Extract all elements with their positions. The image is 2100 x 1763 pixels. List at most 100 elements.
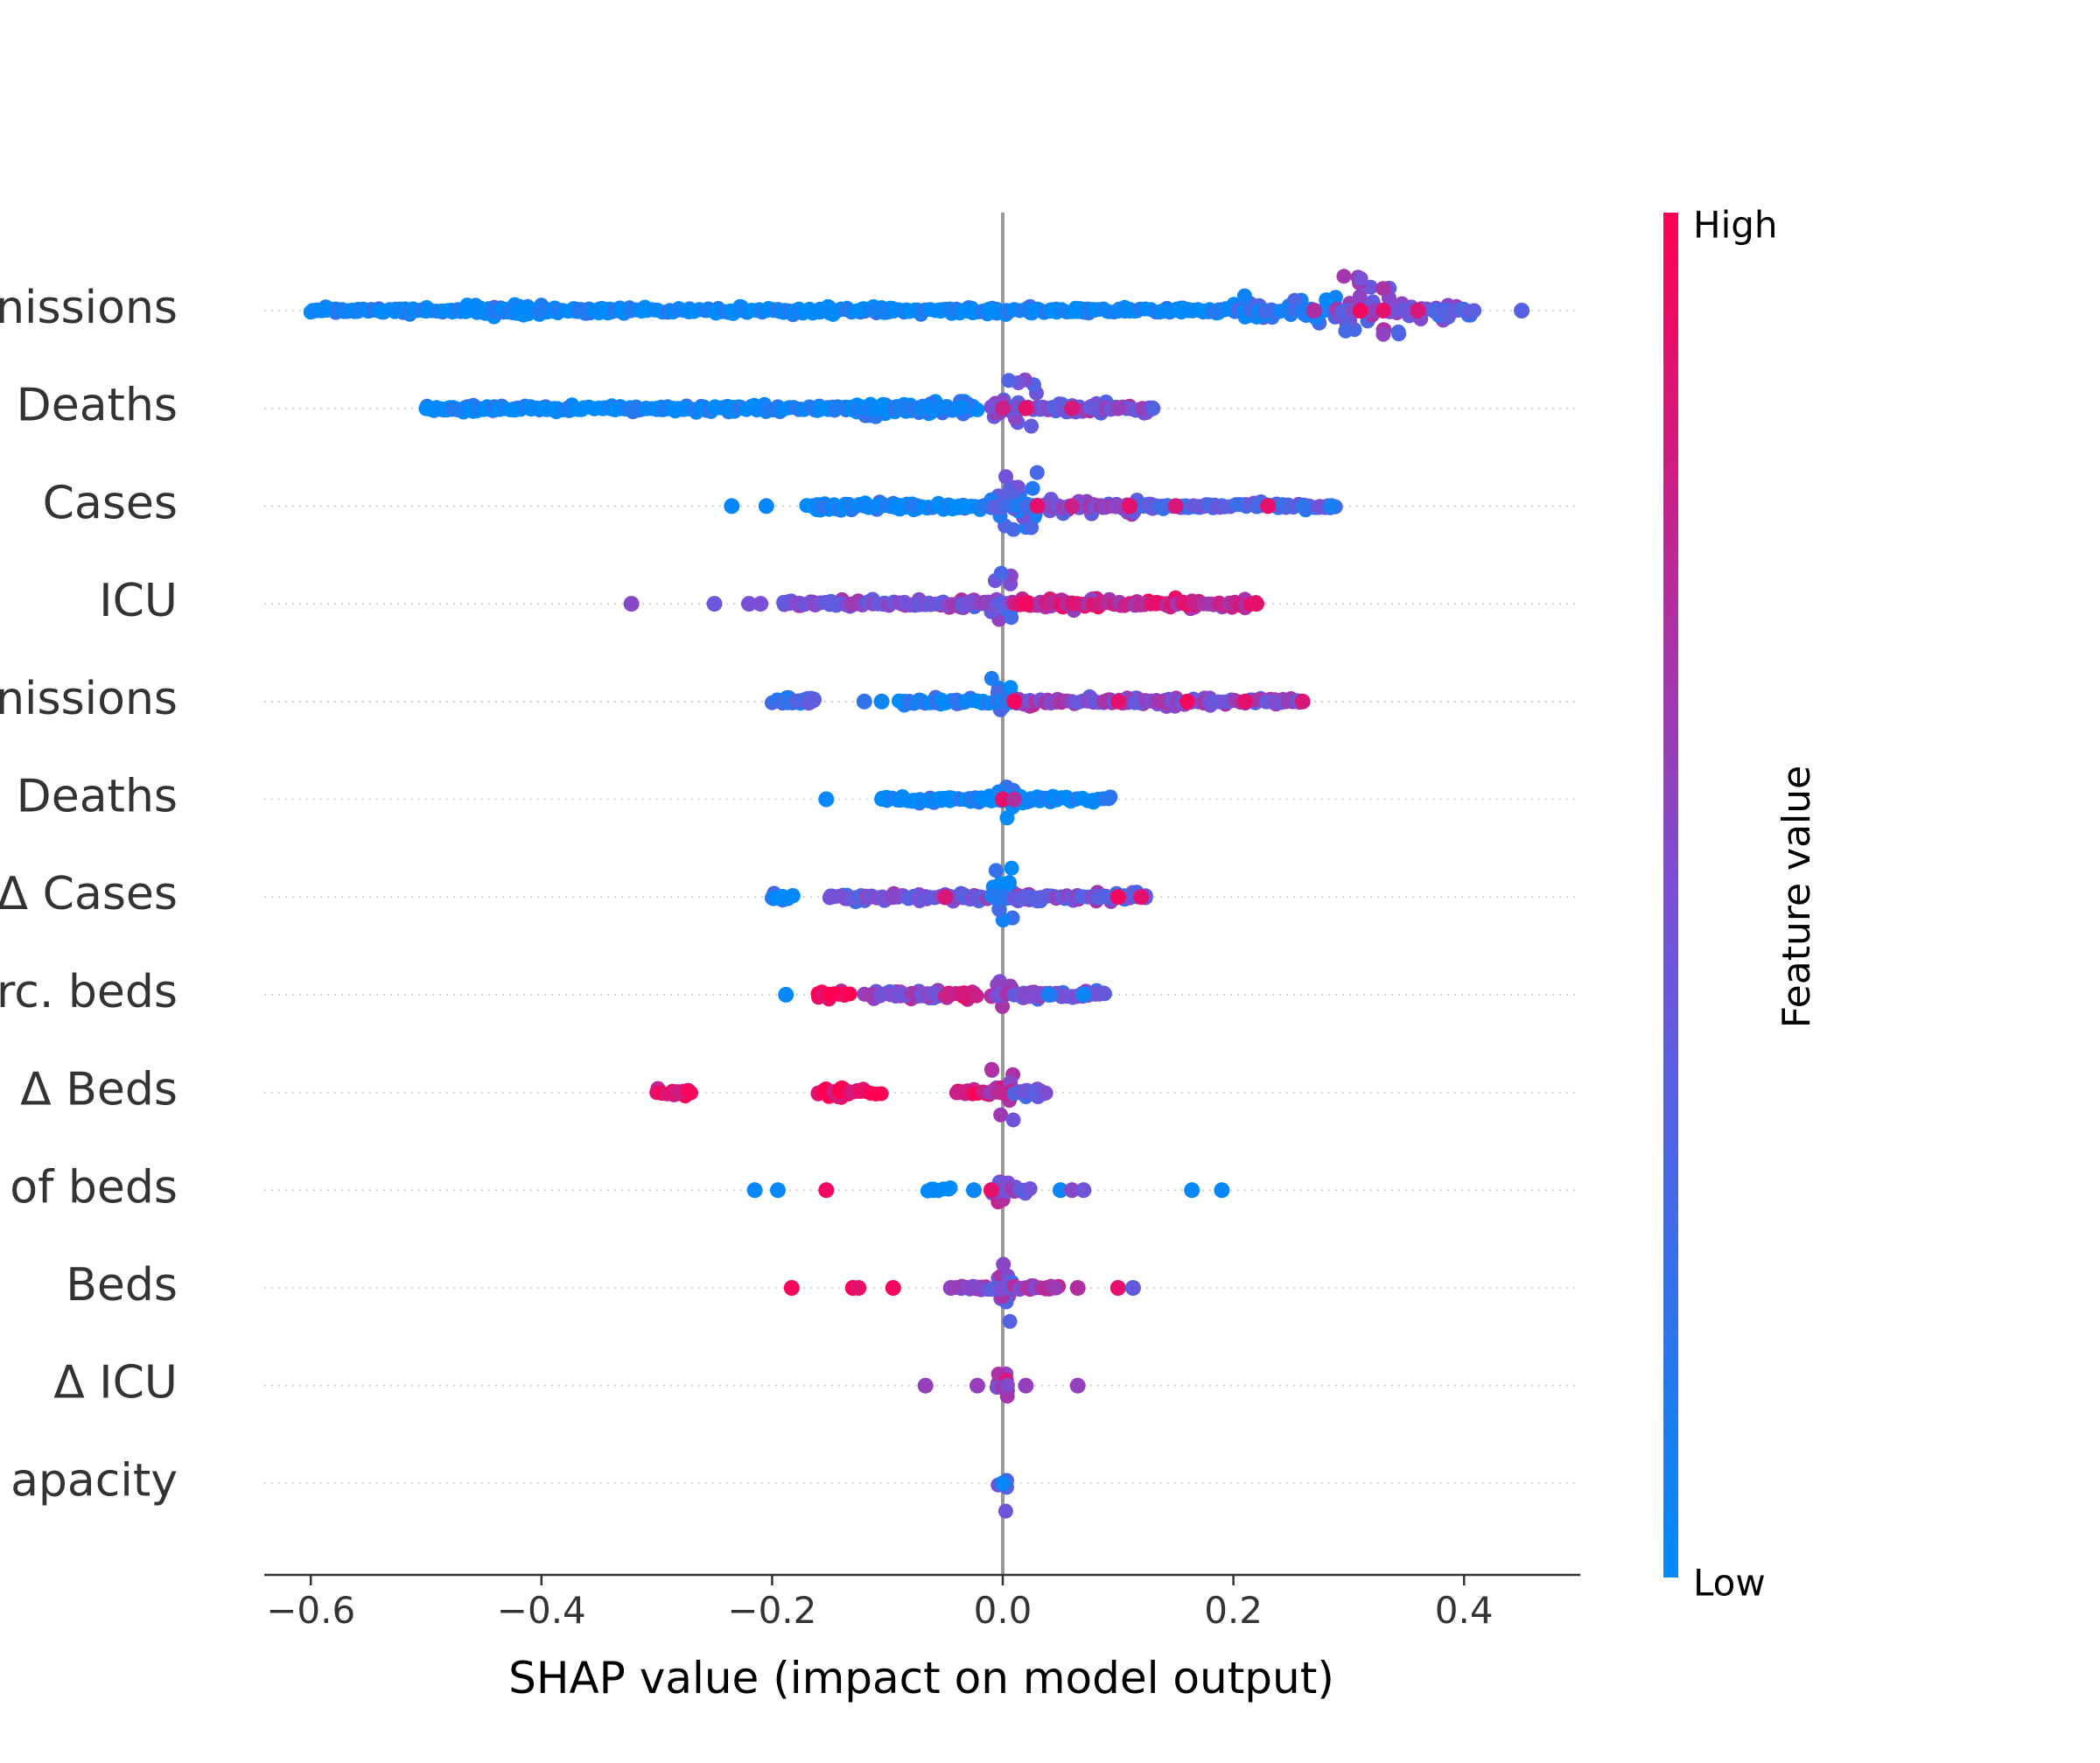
x-tick-label: 0.4 bbox=[1435, 1589, 1494, 1632]
shap-point bbox=[842, 986, 858, 1002]
feature-row bbox=[783, 1256, 1141, 1329]
shap-point bbox=[1122, 498, 1138, 514]
shap-point bbox=[1004, 860, 1019, 876]
shap-point bbox=[1064, 498, 1081, 514]
shap-point bbox=[1144, 400, 1161, 416]
shap-point bbox=[1025, 480, 1040, 496]
shap-point bbox=[1410, 303, 1426, 318]
shap-point bbox=[1124, 1280, 1141, 1296]
x-axis-label: SHAP value (impact on model output) bbox=[508, 1653, 1334, 1704]
feature-row bbox=[724, 465, 1343, 537]
feature-label: nissions bbox=[0, 673, 178, 725]
shap-point bbox=[1376, 281, 1391, 297]
shap-point bbox=[941, 1181, 956, 1197]
shap-point bbox=[1064, 400, 1081, 416]
shap-point bbox=[1024, 418, 1040, 434]
shap-point bbox=[885, 1280, 901, 1296]
colorbar-high-label: High bbox=[1693, 204, 1778, 247]
shap-point bbox=[1214, 1182, 1230, 1199]
shap-point bbox=[873, 1086, 889, 1102]
shap-point bbox=[969, 988, 984, 1004]
feature-row bbox=[917, 1366, 1086, 1404]
shap-point bbox=[885, 889, 901, 906]
colorbar-title: Feature value bbox=[1774, 766, 1819, 1028]
shap-point bbox=[1352, 303, 1368, 318]
feature-label: Δ ICU bbox=[53, 1357, 178, 1410]
shap-point bbox=[1249, 596, 1264, 612]
data-points bbox=[303, 269, 1530, 1519]
shap-point bbox=[1005, 1112, 1021, 1128]
feature-labels: nissions Deaths Cases ICU nissions Deaths Δ Ca… bbox=[0, 282, 178, 1507]
feature-row bbox=[778, 974, 1112, 1014]
shap-point bbox=[956, 400, 971, 415]
shap-point bbox=[1260, 498, 1277, 514]
shap-point bbox=[995, 1475, 1011, 1492]
shap-point bbox=[856, 693, 872, 710]
shap-point bbox=[1391, 326, 1407, 342]
shap-point bbox=[1184, 1182, 1200, 1199]
shap-point bbox=[970, 1377, 985, 1394]
shap-point bbox=[1323, 498, 1340, 514]
shap-point bbox=[806, 692, 822, 708]
feature-row bbox=[818, 780, 1118, 826]
shap-point bbox=[1005, 521, 1021, 537]
shap-point bbox=[996, 1256, 1012, 1272]
shap-point bbox=[1001, 373, 1017, 388]
shap-point bbox=[1336, 269, 1352, 284]
shap-point bbox=[1236, 693, 1253, 710]
shap-point bbox=[1040, 986, 1057, 1003]
shap-point bbox=[741, 596, 757, 612]
feature-row bbox=[418, 372, 1161, 434]
shap-point bbox=[984, 670, 999, 686]
shap-point bbox=[1018, 400, 1034, 416]
x-tick-label: −0.2 bbox=[727, 1589, 816, 1632]
shap-point bbox=[988, 863, 1004, 878]
x-tick-label: −0.4 bbox=[497, 1589, 586, 1632]
x-tick-label: −0.6 bbox=[266, 1589, 355, 1632]
shap-point bbox=[1236, 288, 1252, 304]
x-tick-label: 0.0 bbox=[974, 1589, 1032, 1632]
feature-label: Beds bbox=[66, 1259, 178, 1312]
shap-point bbox=[1003, 680, 1018, 696]
shap-point bbox=[818, 1182, 835, 1199]
shap-point bbox=[1096, 985, 1111, 1001]
shap-point bbox=[1352, 289, 1368, 304]
shap-point bbox=[999, 810, 1015, 826]
shap-point bbox=[1018, 596, 1034, 612]
shap-point bbox=[931, 400, 948, 416]
feature-row bbox=[623, 565, 1264, 627]
shap-point bbox=[1024, 520, 1040, 535]
feature-row bbox=[303, 269, 1530, 342]
shap-point bbox=[623, 596, 640, 612]
shap-point bbox=[1018, 1377, 1034, 1394]
shap-point bbox=[1075, 986, 1092, 1003]
shap-point bbox=[752, 596, 769, 612]
shap-point bbox=[995, 400, 1011, 416]
shap-point bbox=[983, 1182, 999, 1199]
shap-point bbox=[1110, 303, 1126, 318]
shap-point bbox=[995, 998, 1011, 1014]
shap-point bbox=[1167, 498, 1184, 514]
feature-row bbox=[746, 1174, 1230, 1210]
shap-point bbox=[1006, 791, 1023, 808]
shap-point bbox=[818, 791, 835, 808]
shap-point bbox=[873, 693, 890, 710]
shap-point bbox=[917, 1377, 934, 1394]
feature-label: Deaths bbox=[17, 771, 178, 823]
colorbar-low-label: Low bbox=[1693, 1562, 1766, 1605]
shap-point bbox=[993, 565, 1009, 581]
shap-point bbox=[681, 1083, 696, 1099]
shap-point bbox=[1075, 1182, 1092, 1199]
shap-point bbox=[1375, 303, 1391, 318]
feature-row bbox=[764, 860, 1153, 928]
feature-label: Deaths bbox=[17, 380, 178, 432]
shap-point bbox=[995, 791, 1011, 808]
feature-label: Δ Beds bbox=[20, 1064, 178, 1116]
shap-point bbox=[1179, 693, 1195, 710]
feature-label: nissions bbox=[0, 282, 178, 334]
shap-point bbox=[1052, 1182, 1068, 1199]
shap-point bbox=[1064, 1182, 1081, 1199]
shap-point bbox=[966, 1182, 982, 1199]
